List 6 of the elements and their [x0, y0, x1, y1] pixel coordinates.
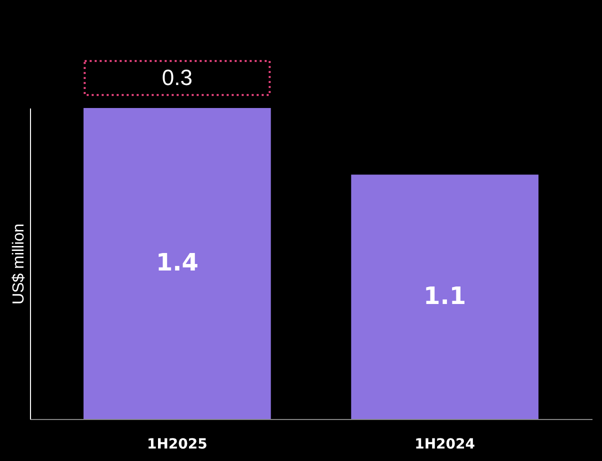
text: 0.3 — [162, 65, 192, 90]
data-label: 1.4 — [156, 248, 198, 276]
x-tick-label: 1H2025 — [146, 436, 208, 452]
y-axis-title: US$ million — [10, 224, 28, 304]
x-tick-label: 1H2024 — [414, 436, 476, 452]
data-label: 1.1 — [424, 282, 466, 310]
